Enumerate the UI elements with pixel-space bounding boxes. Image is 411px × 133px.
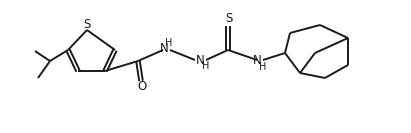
Text: S: S	[83, 18, 91, 30]
Text: N: N	[196, 53, 204, 66]
Text: S: S	[225, 13, 233, 26]
Text: H: H	[259, 62, 267, 72]
Text: N: N	[159, 43, 169, 55]
Text: H: H	[165, 38, 173, 48]
Text: H: H	[202, 61, 210, 71]
Text: N: N	[253, 53, 261, 66]
Text: O: O	[137, 80, 147, 92]
